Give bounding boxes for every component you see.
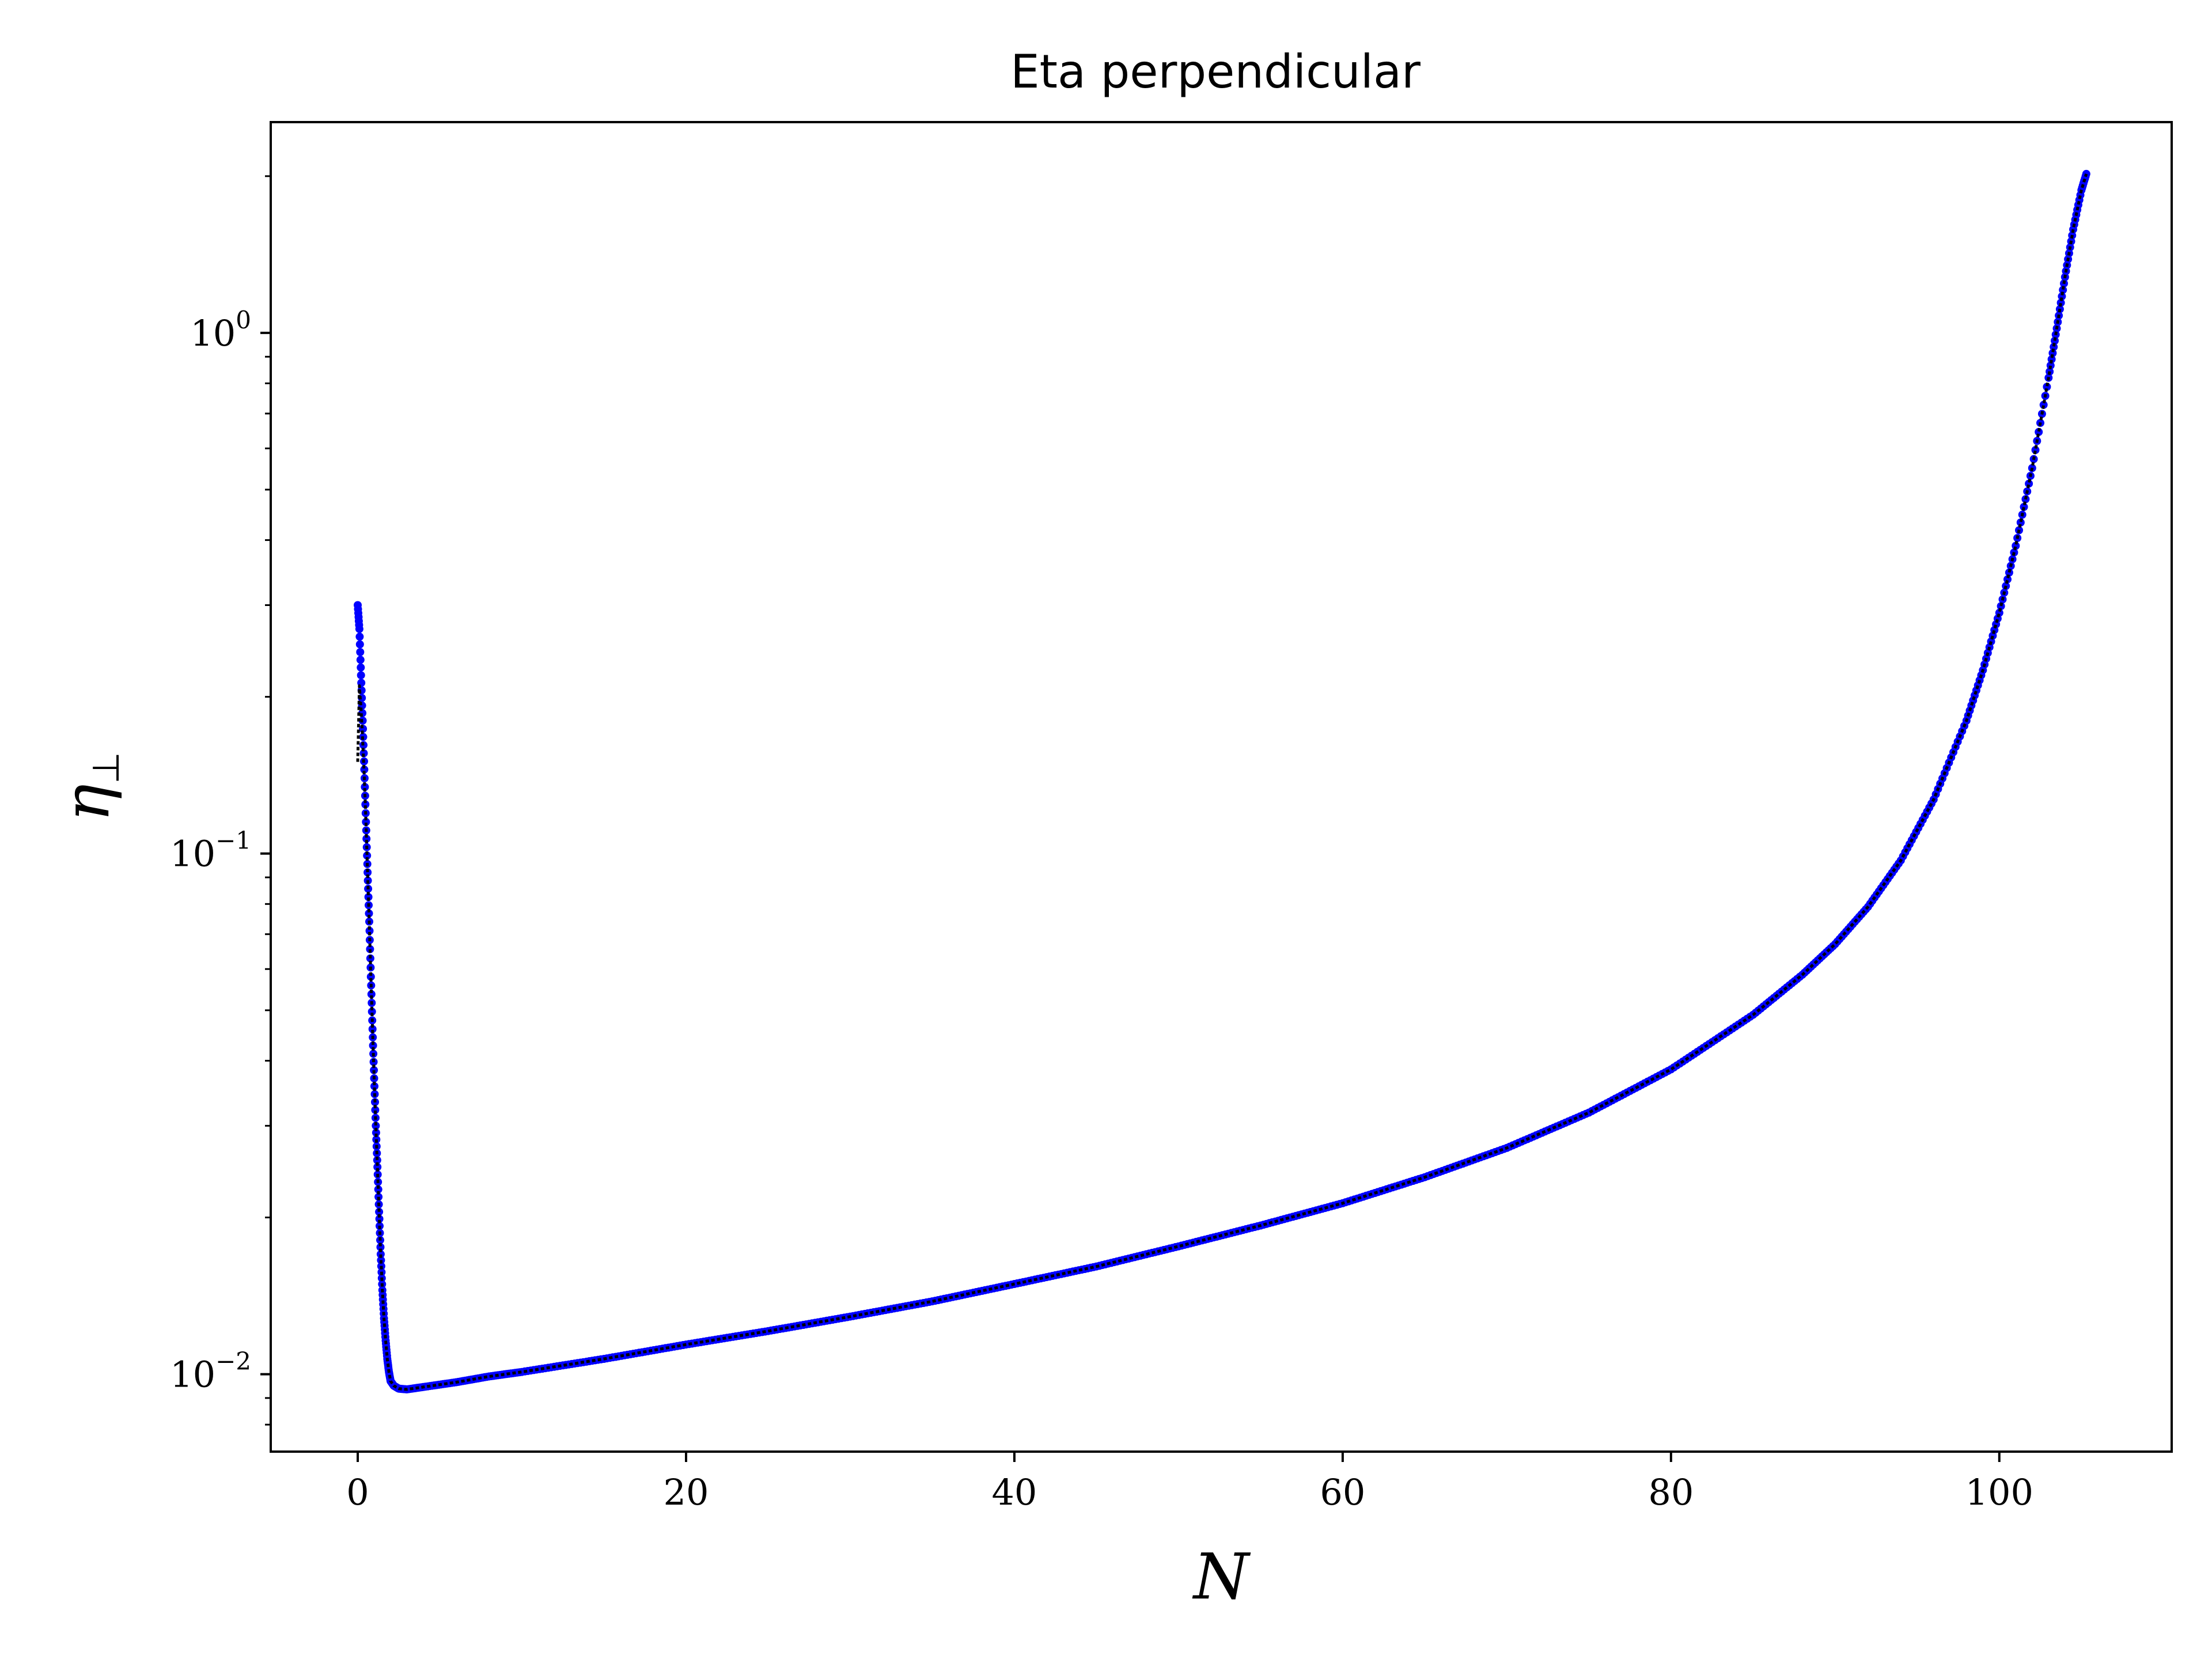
data-point	[361, 800, 370, 809]
data-point	[374, 1185, 382, 1194]
x-tick-label: 40	[991, 1471, 1037, 1513]
data-point	[2056, 298, 2065, 307]
y-tick-label-exponent: 0	[236, 306, 251, 334]
data-point	[2043, 382, 2051, 391]
y-tick-label: 10−1	[170, 827, 251, 875]
data-point	[364, 893, 373, 902]
data-point	[355, 640, 364, 649]
data-point	[1997, 602, 2005, 611]
data-point	[2047, 355, 2056, 363]
data-point	[2050, 343, 2058, 351]
data-point	[368, 1007, 376, 1016]
data-point	[372, 1122, 380, 1130]
plot-area	[354, 169, 2090, 1393]
data-point	[365, 926, 374, 935]
data-point	[2035, 427, 2043, 436]
axes-frame	[270, 121, 2173, 1453]
data-point	[356, 656, 365, 664]
data-point	[2031, 446, 2040, 454]
y-tick-label-base: 10	[170, 833, 215, 875]
data-point	[356, 648, 365, 656]
data-point	[2020, 503, 2028, 511]
data-point	[357, 663, 365, 672]
data-point	[372, 1128, 380, 1137]
data-point	[367, 990, 376, 998]
data-point	[355, 632, 364, 641]
data-point	[2005, 569, 2013, 577]
data-point	[375, 1207, 384, 1216]
data-point	[366, 945, 374, 953]
data-point	[360, 765, 369, 774]
data-point	[2051, 336, 2059, 345]
data-point	[373, 1156, 381, 1164]
data-point	[2059, 286, 2067, 294]
data-point	[2046, 361, 2055, 370]
data-point	[375, 1215, 384, 1223]
y-tick-label-base: 10	[190, 312, 236, 354]
x-tick-label: 20	[664, 1471, 709, 1513]
data-point	[373, 1162, 382, 1171]
data-point	[2039, 400, 2048, 409]
data-point	[363, 868, 372, 877]
x-axis-label: N	[1192, 1540, 1251, 1613]
data-point	[366, 972, 375, 981]
data-point	[2025, 479, 2033, 488]
series-points	[354, 169, 2090, 1393]
data-point	[376, 1243, 385, 1251]
series-line	[356, 173, 2088, 1391]
x-tick-label: 100	[1965, 1471, 2033, 1513]
data-point	[363, 851, 372, 860]
x-tick-label: 0	[346, 1471, 369, 1513]
y-tick-label-exponent: −1	[215, 827, 251, 855]
data-point	[361, 783, 369, 791]
chart-title: Eta perpendicular	[1010, 45, 1421, 99]
y-tick-label: 100	[190, 306, 251, 354]
x-tick-label: 60	[1320, 1471, 1365, 1513]
data-point	[368, 1025, 377, 1033]
x-axis: 0 20 40 60 80 100	[346, 1452, 2033, 1513]
data-point	[2012, 541, 2020, 550]
y-axis-label-subscript: ⊥	[85, 752, 128, 784]
y-axis-label-symbol: η	[50, 784, 123, 822]
y-tick-label-base: 10	[170, 1354, 215, 1396]
y-axis-label: η⊥	[50, 752, 128, 822]
data-point	[376, 1250, 385, 1259]
data-point	[362, 817, 370, 826]
data-point	[362, 835, 371, 843]
y-tick-label: 10−2	[170, 1347, 251, 1396]
data-point	[365, 909, 373, 918]
data-point	[357, 671, 365, 680]
data-point	[2058, 292, 2066, 301]
y-tick-label-exponent: −2	[215, 1347, 251, 1376]
data-point	[2003, 575, 2012, 584]
x-tick-label: 80	[1648, 1471, 1694, 1513]
data-point	[2016, 518, 2025, 527]
data-point	[370, 1066, 378, 1074]
data-point	[371, 1105, 380, 1114]
data-point	[355, 624, 363, 633]
data-point	[370, 1082, 378, 1090]
data-point	[369, 1041, 377, 1050]
data-point	[2048, 349, 2057, 357]
